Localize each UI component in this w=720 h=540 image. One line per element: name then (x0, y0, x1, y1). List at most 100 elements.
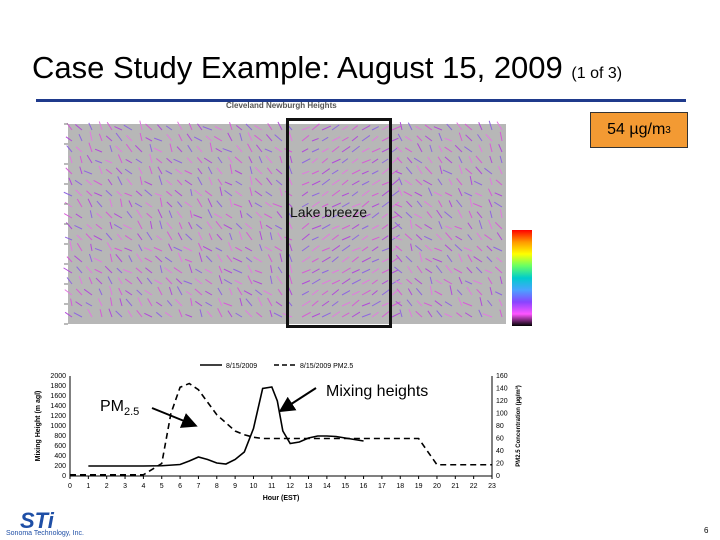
wind-barb (217, 156, 223, 164)
wind-barb (245, 309, 253, 318)
wind-barb (415, 223, 423, 230)
wind-barb (405, 255, 413, 263)
wind-barb (177, 121, 183, 131)
wind-barb (426, 211, 433, 219)
wind-barb (85, 179, 93, 186)
wind-barb (233, 203, 243, 208)
wind-barb (415, 287, 423, 296)
wind-barb (277, 232, 283, 241)
y-left-tick-label: 400 (54, 453, 66, 460)
wind-barb (498, 143, 503, 153)
wind-barb (311, 123, 320, 131)
wind-barb (176, 286, 183, 296)
wind-barb (288, 274, 293, 285)
wind-barb (198, 242, 203, 252)
wind-barb (209, 142, 213, 153)
wind-barb (93, 257, 103, 263)
wind-barb (341, 244, 351, 252)
wind-barb (301, 269, 311, 274)
concentration-superscript: 3 (665, 124, 671, 136)
wind-barb (301, 135, 310, 142)
wind-barb (321, 256, 331, 263)
wind-barb (114, 126, 123, 131)
wind-barb (406, 278, 413, 285)
wind-barb (228, 287, 233, 296)
wind-barb (361, 200, 370, 208)
wind-barb (177, 232, 183, 241)
wind-barb (105, 135, 113, 142)
wind-barb (83, 288, 93, 296)
wind-barb (435, 265, 443, 274)
wind-barb (166, 231, 173, 241)
wind-barb (406, 299, 413, 307)
wind-barb (321, 269, 329, 274)
wind-barb (217, 287, 223, 296)
wind-barb (75, 301, 83, 307)
slide-title: Case Study Example: August 15, 2009 (1 o… (32, 50, 622, 86)
wind-barb (190, 189, 193, 197)
wind-barb (487, 219, 493, 230)
wind-barb (246, 213, 253, 219)
wind-barb (202, 126, 213, 131)
wind-barb (184, 179, 193, 186)
wind-barb (423, 200, 433, 208)
wind-barb (361, 257, 372, 263)
wind-barb (136, 253, 143, 263)
wind-barb (361, 124, 371, 131)
wind-barb (454, 225, 463, 230)
title-rule (36, 99, 686, 102)
wind-barb (183, 280, 193, 285)
pm-label-sub: 2.5 (124, 406, 140, 419)
wind-barb (469, 197, 473, 208)
wind-barb (229, 122, 233, 131)
wind-barb (289, 155, 293, 164)
wind-barb (424, 135, 433, 142)
wind-barb (341, 169, 349, 175)
wind-barb (472, 279, 483, 285)
wind-barb (489, 143, 493, 153)
wind-barb (259, 244, 263, 252)
wind-barb (146, 212, 153, 219)
wind-barb (361, 225, 369, 230)
wind-barb (256, 312, 263, 318)
wind-barb (415, 125, 423, 131)
wind-barb (301, 148, 309, 153)
wind-barb (409, 219, 413, 230)
wind-barb (193, 136, 203, 142)
wind-barb (223, 279, 233, 285)
wind-barb (478, 309, 483, 318)
wind-barb (188, 221, 193, 230)
wind-barb (404, 233, 413, 241)
wind-barb (229, 232, 233, 241)
wind-barb (116, 233, 123, 241)
wind-barb (486, 256, 493, 263)
wind-barb (157, 286, 163, 296)
mixing-heights-label: Mixing heights (326, 383, 429, 400)
wind-barb (457, 297, 463, 307)
wind-barb (485, 133, 493, 142)
wind-barb (424, 124, 433, 131)
wind-barb (413, 157, 423, 164)
wind-barb (197, 167, 203, 175)
wind-panel-title: Cleveland Newburgh Heights (226, 101, 337, 110)
wind-barb (341, 224, 351, 230)
x-tick-label: 22 (470, 483, 478, 490)
wind-barb (248, 156, 253, 164)
wind-barb (361, 268, 371, 274)
y-right-tick-label: 160 (496, 373, 508, 380)
wind-barb (416, 265, 423, 274)
wind-barb (145, 123, 153, 131)
wind-barb (494, 266, 503, 274)
wind-barb (159, 220, 163, 230)
wind-barb (87, 198, 93, 208)
wind-barb (487, 277, 493, 285)
x-tick-label: 16 (360, 483, 368, 490)
x-tick-label: 17 (378, 483, 386, 490)
wind-barb (467, 254, 473, 263)
wind-barb (361, 170, 369, 175)
wind-barb (143, 247, 153, 252)
wind-barb (173, 246, 183, 252)
y-left-tick-label: 1200 (50, 413, 66, 420)
wind-barb (265, 201, 273, 208)
wind-barb (265, 224, 273, 230)
